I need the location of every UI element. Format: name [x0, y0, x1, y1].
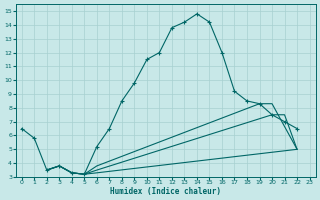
- X-axis label: Humidex (Indice chaleur): Humidex (Indice chaleur): [110, 187, 221, 196]
